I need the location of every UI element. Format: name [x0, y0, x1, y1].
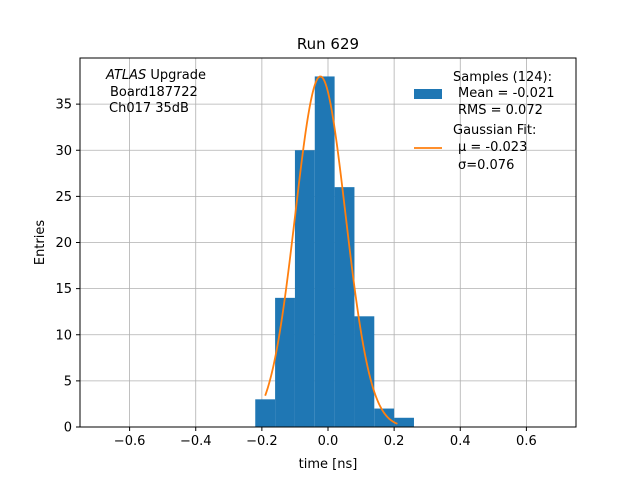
- histogram-bar: [294, 150, 315, 427]
- histogram-bar: [255, 399, 276, 427]
- x-tick-label: −0.6: [114, 434, 146, 449]
- histogram-bar: [394, 417, 414, 427]
- y-tick-label: 35: [55, 98, 72, 113]
- histogram-bars: [255, 76, 414, 427]
- fit-curve-line: [264, 75, 398, 425]
- legend-fit-label: Gaussian Fit:: [453, 123, 536, 138]
- x-tick-label: 0.4: [450, 434, 471, 449]
- x-axis-label: time [ns]: [299, 457, 358, 472]
- histogram-bar: [354, 316, 375, 427]
- x-tick-label: 0.2: [384, 434, 405, 449]
- y-tick-label: 15: [55, 282, 72, 297]
- histogram-bar: [275, 297, 295, 427]
- legend-histogram-label: Samples (124):: [453, 70, 552, 85]
- annotation-channel: Ch017 35dB: [109, 101, 189, 116]
- annotation-experiment: ATLAS: [105, 68, 146, 83]
- gaussian-fit-curve: [264, 75, 398, 425]
- legend-histogram-mean: Mean = -0.021: [458, 86, 554, 101]
- experiment-annotation: ATLAS Upgrade Board187722 Ch017 35dB: [105, 68, 206, 116]
- y-tick-label: 10: [55, 328, 72, 343]
- x-tick-label: 0.6: [516, 434, 537, 449]
- x-tick-label: −0.2: [246, 434, 278, 449]
- legend-fit-sigma: σ=0.076: [458, 158, 514, 173]
- y-axis-label: Entries: [33, 220, 48, 266]
- y-tick-label: 30: [55, 144, 72, 159]
- x-tick-label: −0.4: [180, 434, 212, 449]
- legend-fit-mu: μ = -0.023: [458, 140, 527, 155]
- axis-ticks: −0.6 −0.4 −0.2 0.0 0.2 0.4 0.6 0 5 10 15 20 25 30 35: [55, 98, 536, 449]
- y-tick-label: 0: [64, 421, 72, 436]
- legend-histogram-swatch: [414, 89, 442, 99]
- chart-title: Run 629: [297, 35, 359, 53]
- annotation-board: Board187722: [110, 85, 198, 100]
- y-tick-label: 20: [55, 236, 72, 251]
- annotation-experiment-suffix: Upgrade: [146, 68, 206, 83]
- y-tick-label: 5: [64, 374, 72, 389]
- histogram-bar: [374, 408, 395, 427]
- legend: Samples (124): Mean = -0.021 RMS = 0.072…: [414, 70, 554, 173]
- x-tick-label: 0.0: [318, 434, 339, 449]
- annotation-line-1: ATLAS Upgrade: [105, 68, 206, 83]
- y-tick-label: 25: [55, 190, 72, 205]
- histogram-bar: [314, 76, 335, 427]
- legend-histogram-rms: RMS = 0.072: [458, 103, 543, 118]
- histogram-bar: [334, 187, 355, 427]
